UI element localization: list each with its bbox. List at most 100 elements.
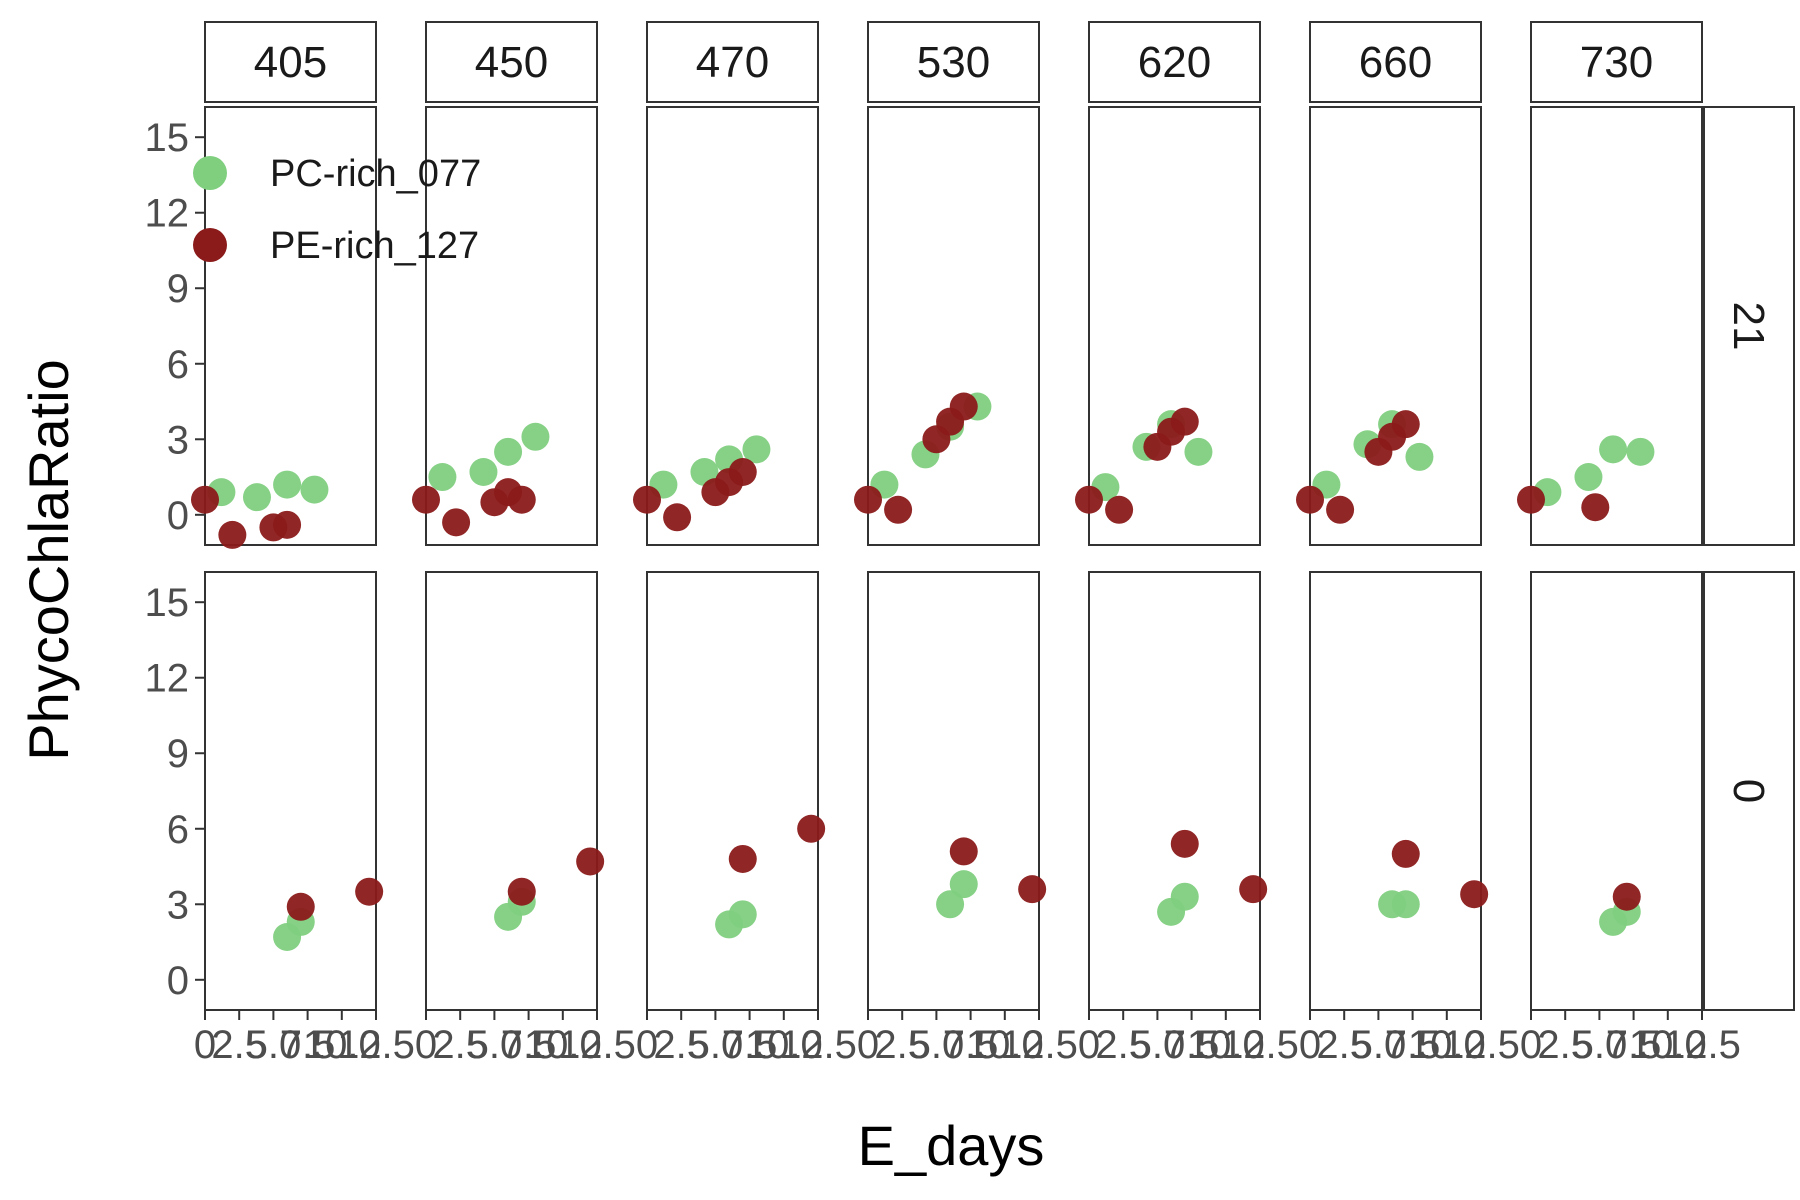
legend-label-PC-rich_077: PC-rich_077 bbox=[270, 153, 481, 195]
point-PE-rich_127-21-450-0 bbox=[412, 485, 440, 514]
x-tick-label-530-10: 10.0 bbox=[966, 1023, 1044, 1067]
point-PC-rich_077-21-620-3 bbox=[1184, 437, 1213, 466]
x-tick-label-530-7.5: 7.5 bbox=[943, 1023, 999, 1067]
point-PE-rich_127-0-660-0 bbox=[1391, 839, 1420, 868]
point-PE-rich_127-0-660-1 bbox=[1460, 880, 1489, 909]
y-tick-label-21-12: 12 bbox=[145, 192, 190, 236]
point-PC-rich_077-21-450-2 bbox=[494, 437, 523, 466]
x-tick-label-660-0: 0 bbox=[1299, 1023, 1321, 1067]
point-PE-rich_127-21-470-0 bbox=[633, 485, 661, 514]
point-PE-rich_127-21-405-3 bbox=[273, 510, 302, 539]
y-tick-label-0-9: 9 bbox=[167, 732, 189, 776]
point-PE-rich_127-0-450-0 bbox=[507, 877, 536, 906]
row-strip-0 bbox=[1703, 571, 1795, 1011]
point-PE-rich_127-21-470-4 bbox=[728, 458, 757, 486]
x-tick-label-660-2.5: 2.5 bbox=[1316, 1023, 1372, 1067]
x-tick-label-405-5: 5.0 bbox=[246, 1023, 302, 1067]
column-strip-label-730: 730 bbox=[1580, 38, 1653, 87]
y-tick-label-21-9: 9 bbox=[167, 267, 189, 311]
panel-21-450 bbox=[425, 106, 598, 546]
column-strip-730 bbox=[1530, 21, 1703, 103]
point-PE-rich_127-0-730-0 bbox=[1612, 882, 1641, 911]
x-tick-label-530-5: 5.0 bbox=[909, 1023, 965, 1067]
panel-0-530 bbox=[867, 571, 1040, 1011]
y-tick-label-0-15: 15 bbox=[145, 581, 190, 625]
x-tick-label-660-5: 5.0 bbox=[1351, 1023, 1407, 1067]
legend-key-PE-rich_127 bbox=[193, 228, 227, 262]
column-strip-label-530: 530 bbox=[917, 38, 990, 87]
point-PC-rich_077-21-730-1 bbox=[1574, 463, 1603, 492]
point-PE-rich_127-0-470-0 bbox=[728, 844, 757, 873]
x-tick-label-660-12.5: 12.5 bbox=[1442, 1023, 1520, 1067]
point-PE-rich_127-0-530-1 bbox=[1018, 875, 1047, 904]
point-PE-rich_127-21-405-1 bbox=[218, 520, 247, 549]
x-tick-label-730-2.5: 2.5 bbox=[1537, 1023, 1593, 1067]
x-tick-label-660-7.5: 7.5 bbox=[1385, 1023, 1441, 1067]
x-tick-label-530-2.5: 2.5 bbox=[874, 1023, 930, 1067]
panel-21-660 bbox=[1309, 106, 1482, 546]
point-PE-rich_127-21-530-0 bbox=[854, 485, 882, 514]
x-tick-label-450-2.5: 2.5 bbox=[432, 1023, 488, 1067]
x-tick-label-530-12.5: 12.5 bbox=[1000, 1023, 1078, 1067]
point-PE-rich_127-0-620-1 bbox=[1239, 875, 1268, 904]
point-PC-rich_077-21-450-1 bbox=[469, 458, 498, 486]
x-tick-label-470-0: 0 bbox=[636, 1023, 658, 1067]
point-PE-rich_127-21-620-4 bbox=[1170, 407, 1199, 436]
point-PC-rich_077-21-730-3 bbox=[1626, 437, 1655, 466]
x-tick-label-405-0: 0 bbox=[194, 1023, 216, 1067]
point-PE-rich_127-0-530-0 bbox=[949, 837, 978, 866]
x-tick-label-730-5: 5.0 bbox=[1572, 1023, 1628, 1067]
row-strip-label-0: 0 bbox=[1724, 779, 1773, 803]
y-tick-label-0-12: 12 bbox=[145, 657, 190, 701]
x-tick-label-470-7.5: 7.5 bbox=[722, 1023, 778, 1067]
x-tick-label-470-5: 5.0 bbox=[688, 1023, 744, 1067]
point-PC-rich_077-21-450-0 bbox=[428, 463, 457, 492]
y-tick-label-21-15: 15 bbox=[145, 116, 190, 160]
point-PC-rich_077-21-405-3 bbox=[300, 475, 329, 504]
point-PC-rich_077-21-405-2 bbox=[273, 470, 302, 499]
point-PE-rich_127-21-530-4 bbox=[949, 392, 978, 421]
x-tick-label-405-7.5: 7.5 bbox=[280, 1023, 336, 1067]
row-strip-label-21: 21 bbox=[1724, 302, 1773, 351]
x-tick-label-450-10: 10.0 bbox=[524, 1023, 602, 1067]
column-strip-label-470: 470 bbox=[696, 38, 769, 87]
panel-21-530 bbox=[867, 106, 1040, 546]
point-PC-rich_077-21-405-1 bbox=[242, 483, 271, 512]
x-tick-label-470-12.5: 12.5 bbox=[779, 1023, 857, 1067]
y-tick-label-21-3: 3 bbox=[167, 418, 189, 462]
point-PC-rich_077-0-530-1 bbox=[949, 870, 978, 899]
point-PE-rich_127-21-660-1 bbox=[1326, 495, 1355, 524]
x-tick-label-620-12.5: 12.5 bbox=[1221, 1023, 1299, 1067]
x-tick-label-730-7.5: 7.5 bbox=[1606, 1023, 1662, 1067]
column-strip-405 bbox=[204, 21, 377, 103]
point-PE-rich_127-21-660-0 bbox=[1296, 485, 1324, 514]
panel-0-730 bbox=[1530, 571, 1703, 1011]
point-PE-rich_127-21-530-1 bbox=[884, 495, 913, 524]
x-tick-label-620-2.5: 2.5 bbox=[1095, 1023, 1151, 1067]
panel-21-730 bbox=[1530, 106, 1703, 546]
x-tick-label-730-12.5: 12.5 bbox=[1663, 1023, 1741, 1067]
column-strip-660 bbox=[1309, 21, 1482, 103]
point-PE-rich_127-21-450-4 bbox=[507, 485, 536, 514]
point-PE-rich_127-21-730-1 bbox=[1581, 493, 1610, 522]
panel-0-450 bbox=[425, 571, 598, 1011]
row-strip-21 bbox=[1703, 106, 1795, 546]
x-tick-label-620-5: 5.0 bbox=[1130, 1023, 1186, 1067]
panel-0-470 bbox=[646, 571, 819, 1011]
point-PC-rich_077-0-470-1 bbox=[728, 900, 757, 929]
x-tick-label-405-2.5: 2.5 bbox=[211, 1023, 267, 1067]
legend-label-PE-rich_127: PE-rich_127 bbox=[270, 225, 479, 267]
x-tick-label-450-12.5: 12.5 bbox=[558, 1023, 636, 1067]
column-strip-450 bbox=[425, 21, 598, 103]
panel-21-405 bbox=[204, 106, 377, 546]
point-PC-rich_077-0-530-0 bbox=[936, 890, 965, 919]
legend-key-PC-rich_077 bbox=[193, 156, 227, 190]
point-PC-rich_077-21-470-3 bbox=[742, 435, 771, 464]
x-tick-label-450-5: 5.0 bbox=[467, 1023, 523, 1067]
y-tick-label-0-6: 6 bbox=[167, 808, 189, 852]
point-PE-rich_127-0-620-0 bbox=[1170, 829, 1199, 858]
point-PE-rich_127-0-470-1 bbox=[797, 814, 826, 843]
column-strip-470 bbox=[646, 21, 819, 103]
point-PC-rich_077-0-660-1 bbox=[1391, 890, 1420, 919]
